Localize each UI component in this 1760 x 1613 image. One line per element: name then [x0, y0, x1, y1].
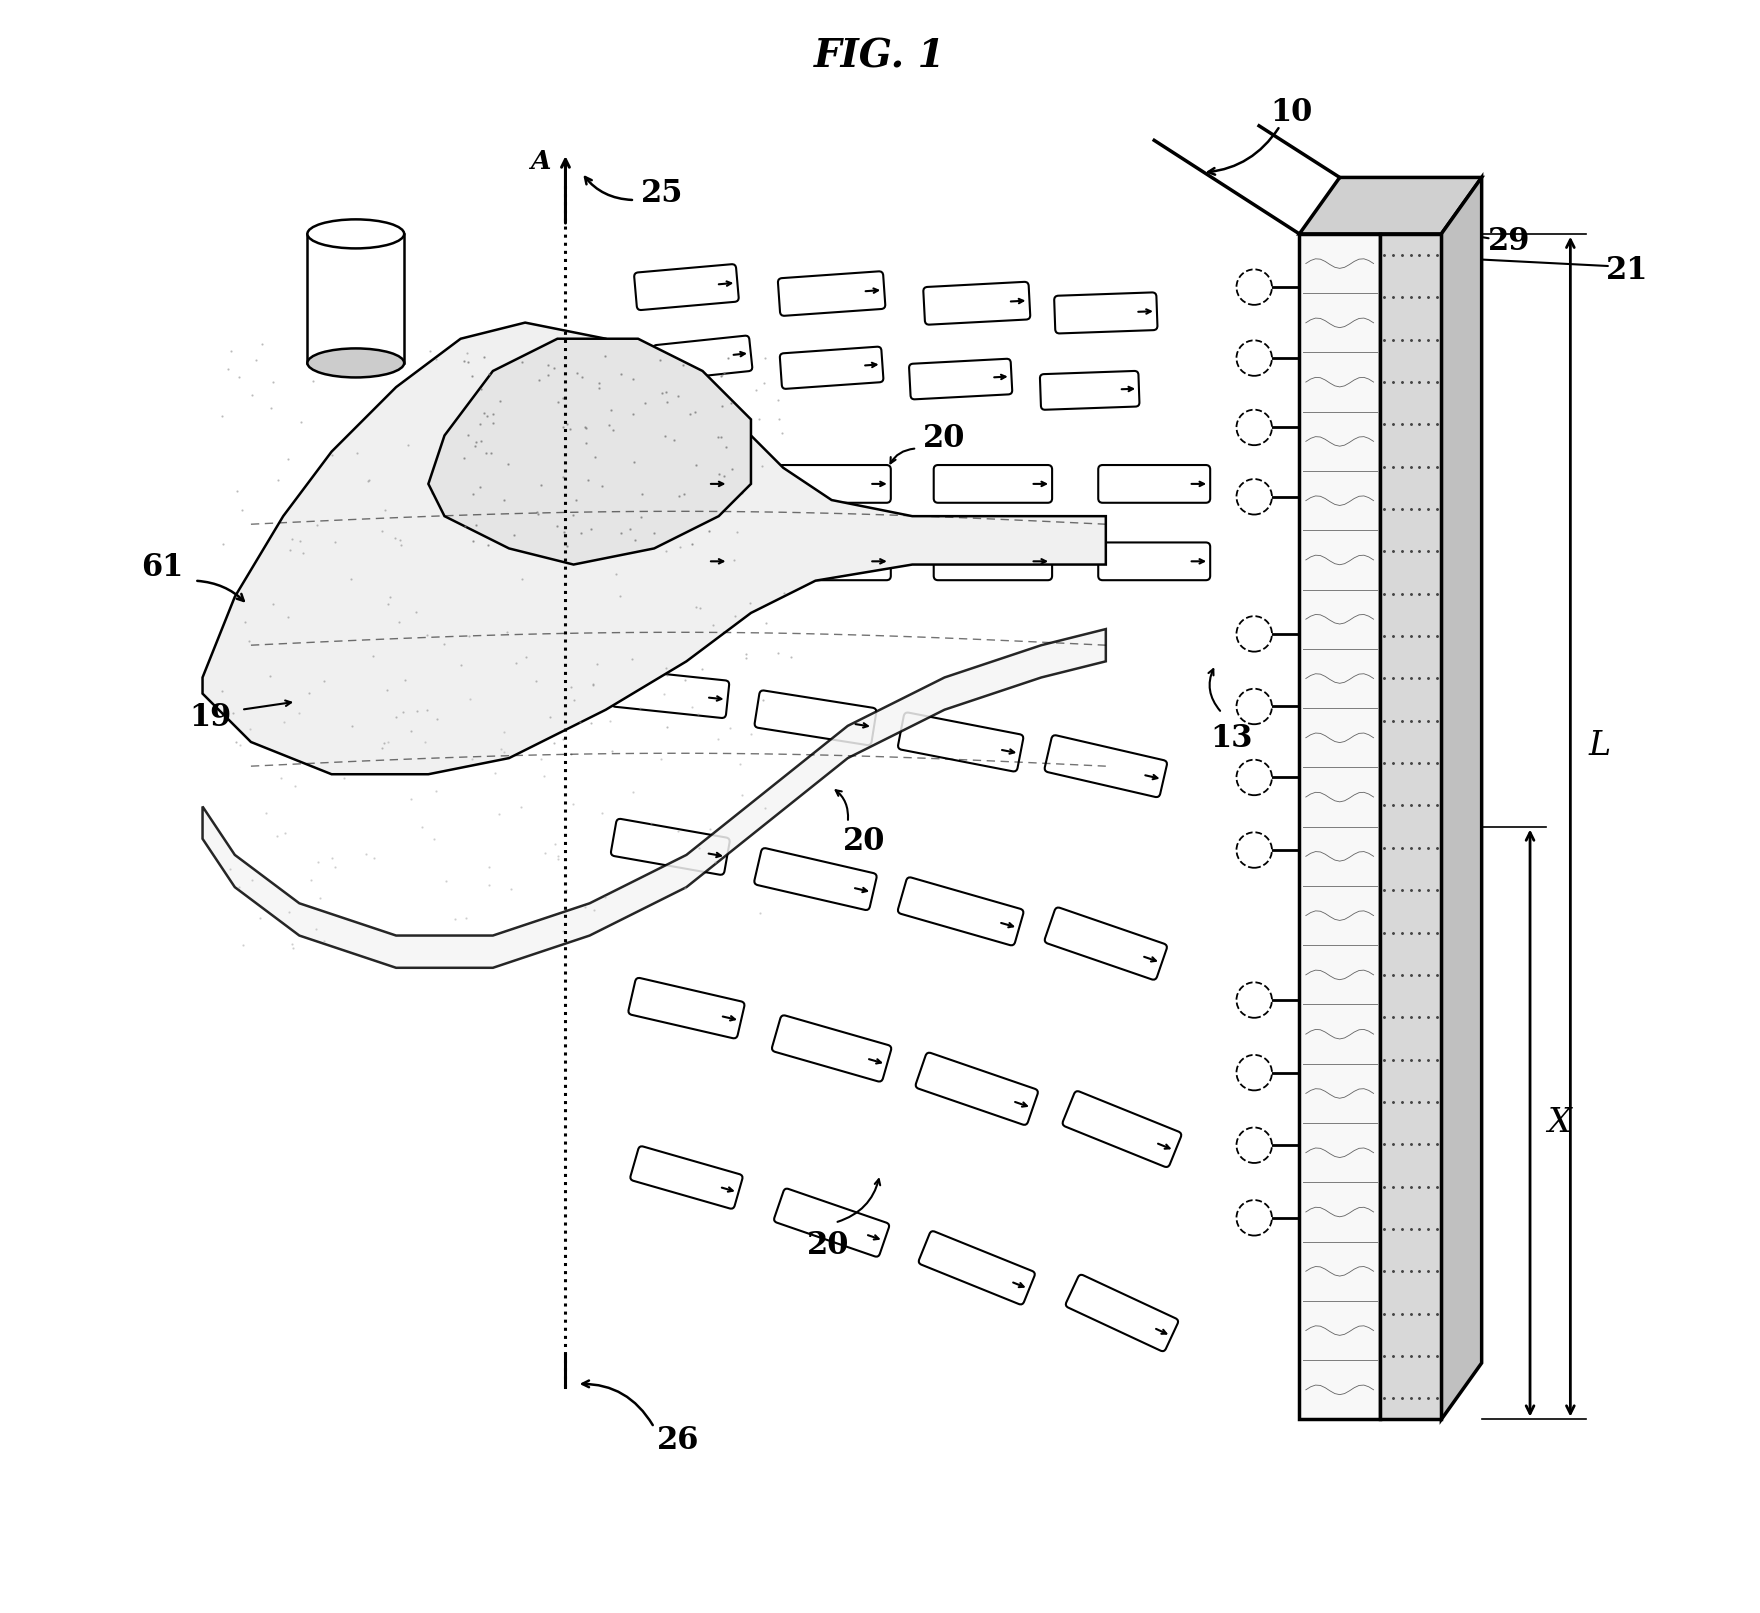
Text: A: A [530, 148, 551, 174]
FancyBboxPatch shape [774, 1189, 889, 1257]
Text: 25: 25 [641, 177, 683, 210]
Text: 20: 20 [808, 1229, 850, 1261]
Text: L: L [1588, 731, 1610, 761]
FancyBboxPatch shape [924, 282, 1030, 324]
FancyBboxPatch shape [773, 1015, 891, 1082]
FancyBboxPatch shape [755, 848, 876, 910]
Text: 10: 10 [1271, 97, 1313, 129]
Polygon shape [1299, 234, 1380, 1419]
FancyBboxPatch shape [910, 358, 1012, 400]
Text: 27: 27 [1404, 1371, 1447, 1403]
FancyBboxPatch shape [778, 271, 885, 316]
Polygon shape [202, 629, 1105, 968]
Polygon shape [1299, 177, 1482, 234]
FancyBboxPatch shape [1040, 371, 1139, 410]
FancyBboxPatch shape [653, 336, 752, 381]
FancyBboxPatch shape [611, 669, 729, 718]
FancyBboxPatch shape [898, 713, 1023, 771]
FancyBboxPatch shape [780, 347, 884, 389]
Polygon shape [1441, 177, 1482, 1419]
FancyBboxPatch shape [898, 877, 1023, 945]
Circle shape [1237, 616, 1272, 652]
Text: 21: 21 [1605, 255, 1647, 287]
Text: 61: 61 [141, 552, 183, 584]
FancyBboxPatch shape [634, 265, 739, 310]
Circle shape [1237, 832, 1272, 868]
Text: FIG. 1: FIG. 1 [815, 37, 945, 76]
Circle shape [1237, 760, 1272, 795]
FancyBboxPatch shape [935, 542, 1052, 581]
Text: 28: 28 [1412, 423, 1448, 448]
Text: 16: 16 [1408, 190, 1450, 223]
Text: 13: 13 [1211, 723, 1253, 755]
FancyBboxPatch shape [611, 465, 729, 503]
Ellipse shape [308, 348, 405, 377]
Text: 26: 26 [656, 1424, 699, 1457]
FancyBboxPatch shape [1045, 736, 1167, 797]
Text: 27: 27 [1404, 852, 1447, 884]
Ellipse shape [308, 219, 405, 248]
Text: 20: 20 [843, 826, 885, 858]
FancyBboxPatch shape [628, 977, 744, 1039]
FancyBboxPatch shape [773, 465, 891, 503]
FancyBboxPatch shape [1054, 292, 1158, 334]
FancyBboxPatch shape [755, 690, 876, 745]
FancyBboxPatch shape [919, 1231, 1035, 1305]
Circle shape [1237, 479, 1272, 515]
Text: 29: 29 [1487, 226, 1529, 258]
Polygon shape [1380, 234, 1441, 1419]
FancyBboxPatch shape [1098, 542, 1211, 581]
Circle shape [1237, 982, 1272, 1018]
FancyBboxPatch shape [611, 542, 729, 581]
FancyBboxPatch shape [1063, 1090, 1181, 1168]
Polygon shape [428, 339, 752, 565]
Circle shape [1237, 340, 1272, 376]
FancyBboxPatch shape [773, 542, 891, 581]
Text: 28: 28 [1412, 794, 1448, 819]
Circle shape [1237, 410, 1272, 445]
FancyBboxPatch shape [611, 819, 730, 874]
FancyBboxPatch shape [915, 1053, 1038, 1124]
Text: X: X [1547, 1107, 1572, 1139]
FancyBboxPatch shape [935, 465, 1052, 503]
FancyBboxPatch shape [630, 1147, 743, 1208]
FancyBboxPatch shape [1045, 908, 1167, 979]
Circle shape [1237, 269, 1272, 305]
Text: 28: 28 [1412, 987, 1448, 1013]
Circle shape [1237, 1200, 1272, 1236]
FancyBboxPatch shape [1098, 465, 1211, 503]
Circle shape [1237, 1055, 1272, 1090]
Bar [308, 234, 405, 363]
Text: 19: 19 [190, 702, 232, 734]
Text: 20: 20 [924, 423, 966, 455]
Circle shape [1237, 689, 1272, 724]
FancyBboxPatch shape [1067, 1274, 1177, 1352]
Polygon shape [202, 323, 1105, 774]
Circle shape [1237, 1127, 1272, 1163]
